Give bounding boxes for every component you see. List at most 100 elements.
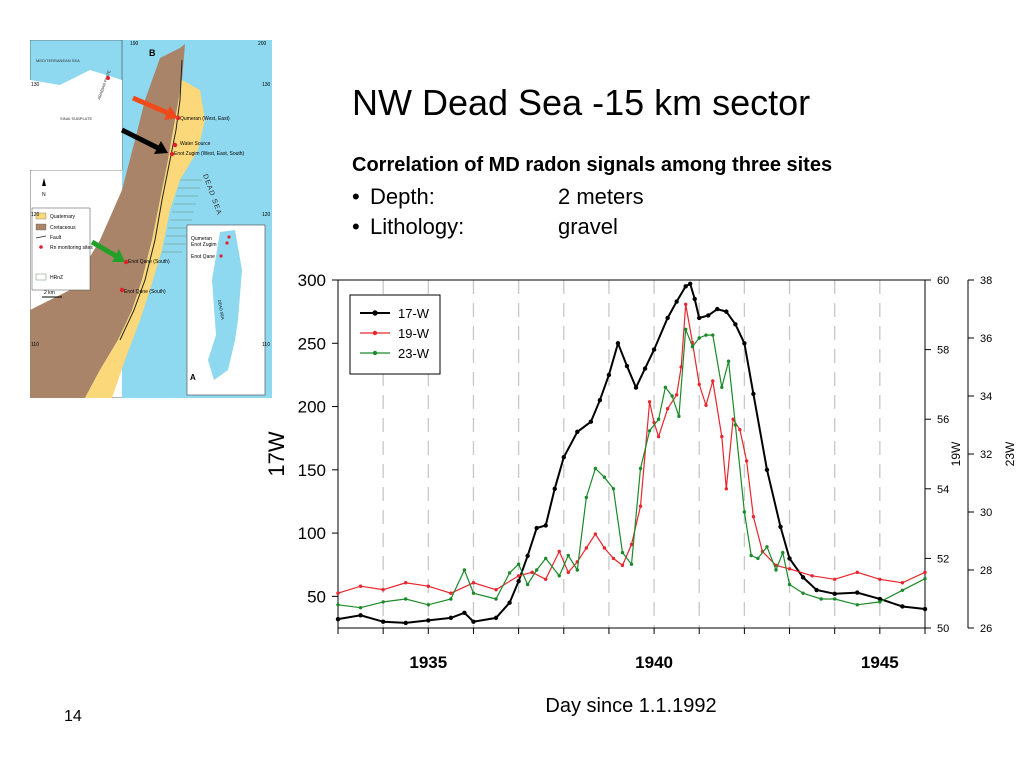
- panel-b-label: B: [149, 48, 156, 58]
- series-point-19-W: [656, 434, 661, 439]
- y-right2-tick-label: 28: [980, 565, 992, 577]
- series-point-23-W: [358, 606, 363, 610]
- bullet-dot-icon: •: [352, 214, 360, 239]
- series-point-17-W: [543, 523, 548, 528]
- series-point-17-W: [922, 606, 928, 612]
- series-point-19-W: [665, 407, 670, 411]
- series-point-23-W: [787, 582, 792, 587]
- grid-130-right: 130: [262, 82, 271, 88]
- series-point-19-W: [832, 577, 837, 581]
- series-point-19-W: [530, 570, 534, 575]
- cretaceous-area: [30, 44, 185, 398]
- x-tick-label: 1940: [635, 653, 673, 672]
- inset-qumeran-label: Qumeran: [191, 236, 212, 242]
- bullet-dot-icon: •: [352, 184, 360, 209]
- series-point-23-W: [620, 550, 625, 555]
- series-point-19-W: [704, 403, 708, 407]
- series-point-23-W: [494, 597, 498, 601]
- series-point-17-W: [606, 372, 612, 378]
- series-point-23-W: [566, 553, 570, 558]
- y-left-axis-label: 17W: [264, 431, 289, 476]
- series-point-23-W: [819, 597, 823, 601]
- series-point-17-W: [462, 610, 467, 616]
- series-point-23-W: [878, 600, 882, 604]
- series-point-17-W: [448, 615, 454, 621]
- quaternary-area: [85, 80, 205, 398]
- arrow-green-icon: [112, 249, 125, 262]
- enot-qane-label: Enot Qane (South): [128, 259, 170, 265]
- y-right2-tick-label: 32: [980, 449, 992, 461]
- series-point-23-W: [704, 333, 708, 337]
- series-point-23-W: [855, 603, 859, 607]
- series-point-23-W: [336, 603, 340, 607]
- series-point-23-W: [683, 327, 688, 331]
- qumeran-label: Qumeran (West, East): [180, 116, 230, 122]
- series-point-23-W: [720, 385, 724, 389]
- series-point-17-W: [742, 341, 747, 346]
- x-axis-label: Day since 1.1.1992: [545, 695, 716, 717]
- series-point-23-W: [765, 545, 769, 549]
- series-point-17-W: [335, 616, 341, 622]
- series-point-19-W: [566, 570, 570, 575]
- series-point-23-W: [449, 597, 453, 601]
- series-point-17-W: [597, 398, 603, 403]
- series-point-17-W: [688, 281, 693, 286]
- series-point-23-W: [670, 394, 674, 398]
- series-point-19-W: [711, 379, 715, 383]
- series-point-23-W: [663, 385, 668, 389]
- legend-entry: 17-W: [398, 306, 430, 321]
- series-point-17-W: [575, 429, 580, 435]
- grid-110-right: 110: [262, 342, 270, 348]
- grid-200-top: 200: [258, 41, 267, 47]
- water-source-label: Water Source: [180, 141, 211, 147]
- series-point-19-W: [751, 514, 756, 519]
- series-point-19-W: [923, 570, 927, 575]
- series-point-17-W: [624, 363, 630, 369]
- series-point-17-W: [552, 486, 557, 491]
- series-point-19-W: [620, 563, 625, 568]
- series-point-17-W: [751, 391, 756, 397]
- series-point-19-W: [471, 581, 476, 585]
- y-right2-tick-label: 34: [980, 391, 992, 403]
- y-left-tick-label: 150: [298, 461, 326, 480]
- series-point-19-W: [674, 393, 679, 397]
- series-point-19-W: [638, 504, 643, 508]
- series-point-19-W: [557, 549, 561, 554]
- scale-label: 2 km: [44, 290, 55, 296]
- enot-zugim-label: Enot Zugim (West, East, South): [174, 151, 245, 157]
- series-point-23-W: [471, 591, 476, 595]
- series-point-17-W: [692, 296, 697, 302]
- series-point-23-W: [638, 466, 643, 471]
- slide-title: NW Dead Sea -15 km sector: [352, 82, 811, 123]
- series-point-23-W: [726, 359, 731, 363]
- y-right1-tick-label: 52: [937, 553, 949, 565]
- series-point-19-W: [731, 417, 735, 421]
- series-point-23-W: [756, 556, 760, 561]
- rn-sites: [106, 76, 231, 293]
- series-point-19-W: [787, 567, 792, 571]
- series-point-19-W: [593, 532, 598, 536]
- inset-dead-sea: [208, 230, 242, 380]
- inset-land: [30, 70, 122, 170]
- legend-rn-sites: Rn monitoring sites: [50, 245, 93, 251]
- series-point-19-W: [647, 400, 652, 404]
- series-point-19-W: [810, 574, 814, 578]
- legend-fault: Fault: [50, 235, 62, 241]
- series-point-17-W: [900, 604, 905, 609]
- arrow-red-icon: [164, 106, 178, 120]
- y-right2-axis-label: 23W: [1003, 441, 1017, 466]
- series-point-23-W: [781, 550, 785, 555]
- series-point-17-W: [426, 618, 431, 623]
- series-point-19-W: [697, 382, 701, 387]
- series-point-19-W: [494, 588, 498, 592]
- series-point-17-W: [493, 615, 499, 621]
- series-point-19-W: [878, 577, 882, 581]
- page-number: 14: [64, 708, 82, 725]
- series-point-23-W: [507, 571, 512, 575]
- series-point-23-W: [749, 553, 753, 558]
- series-point-17-W: [832, 591, 837, 597]
- series-point-19-W: [611, 556, 616, 561]
- series-point-17-W: [358, 613, 363, 618]
- series-point-23-W: [923, 577, 927, 581]
- series-point-23-W: [742, 510, 747, 514]
